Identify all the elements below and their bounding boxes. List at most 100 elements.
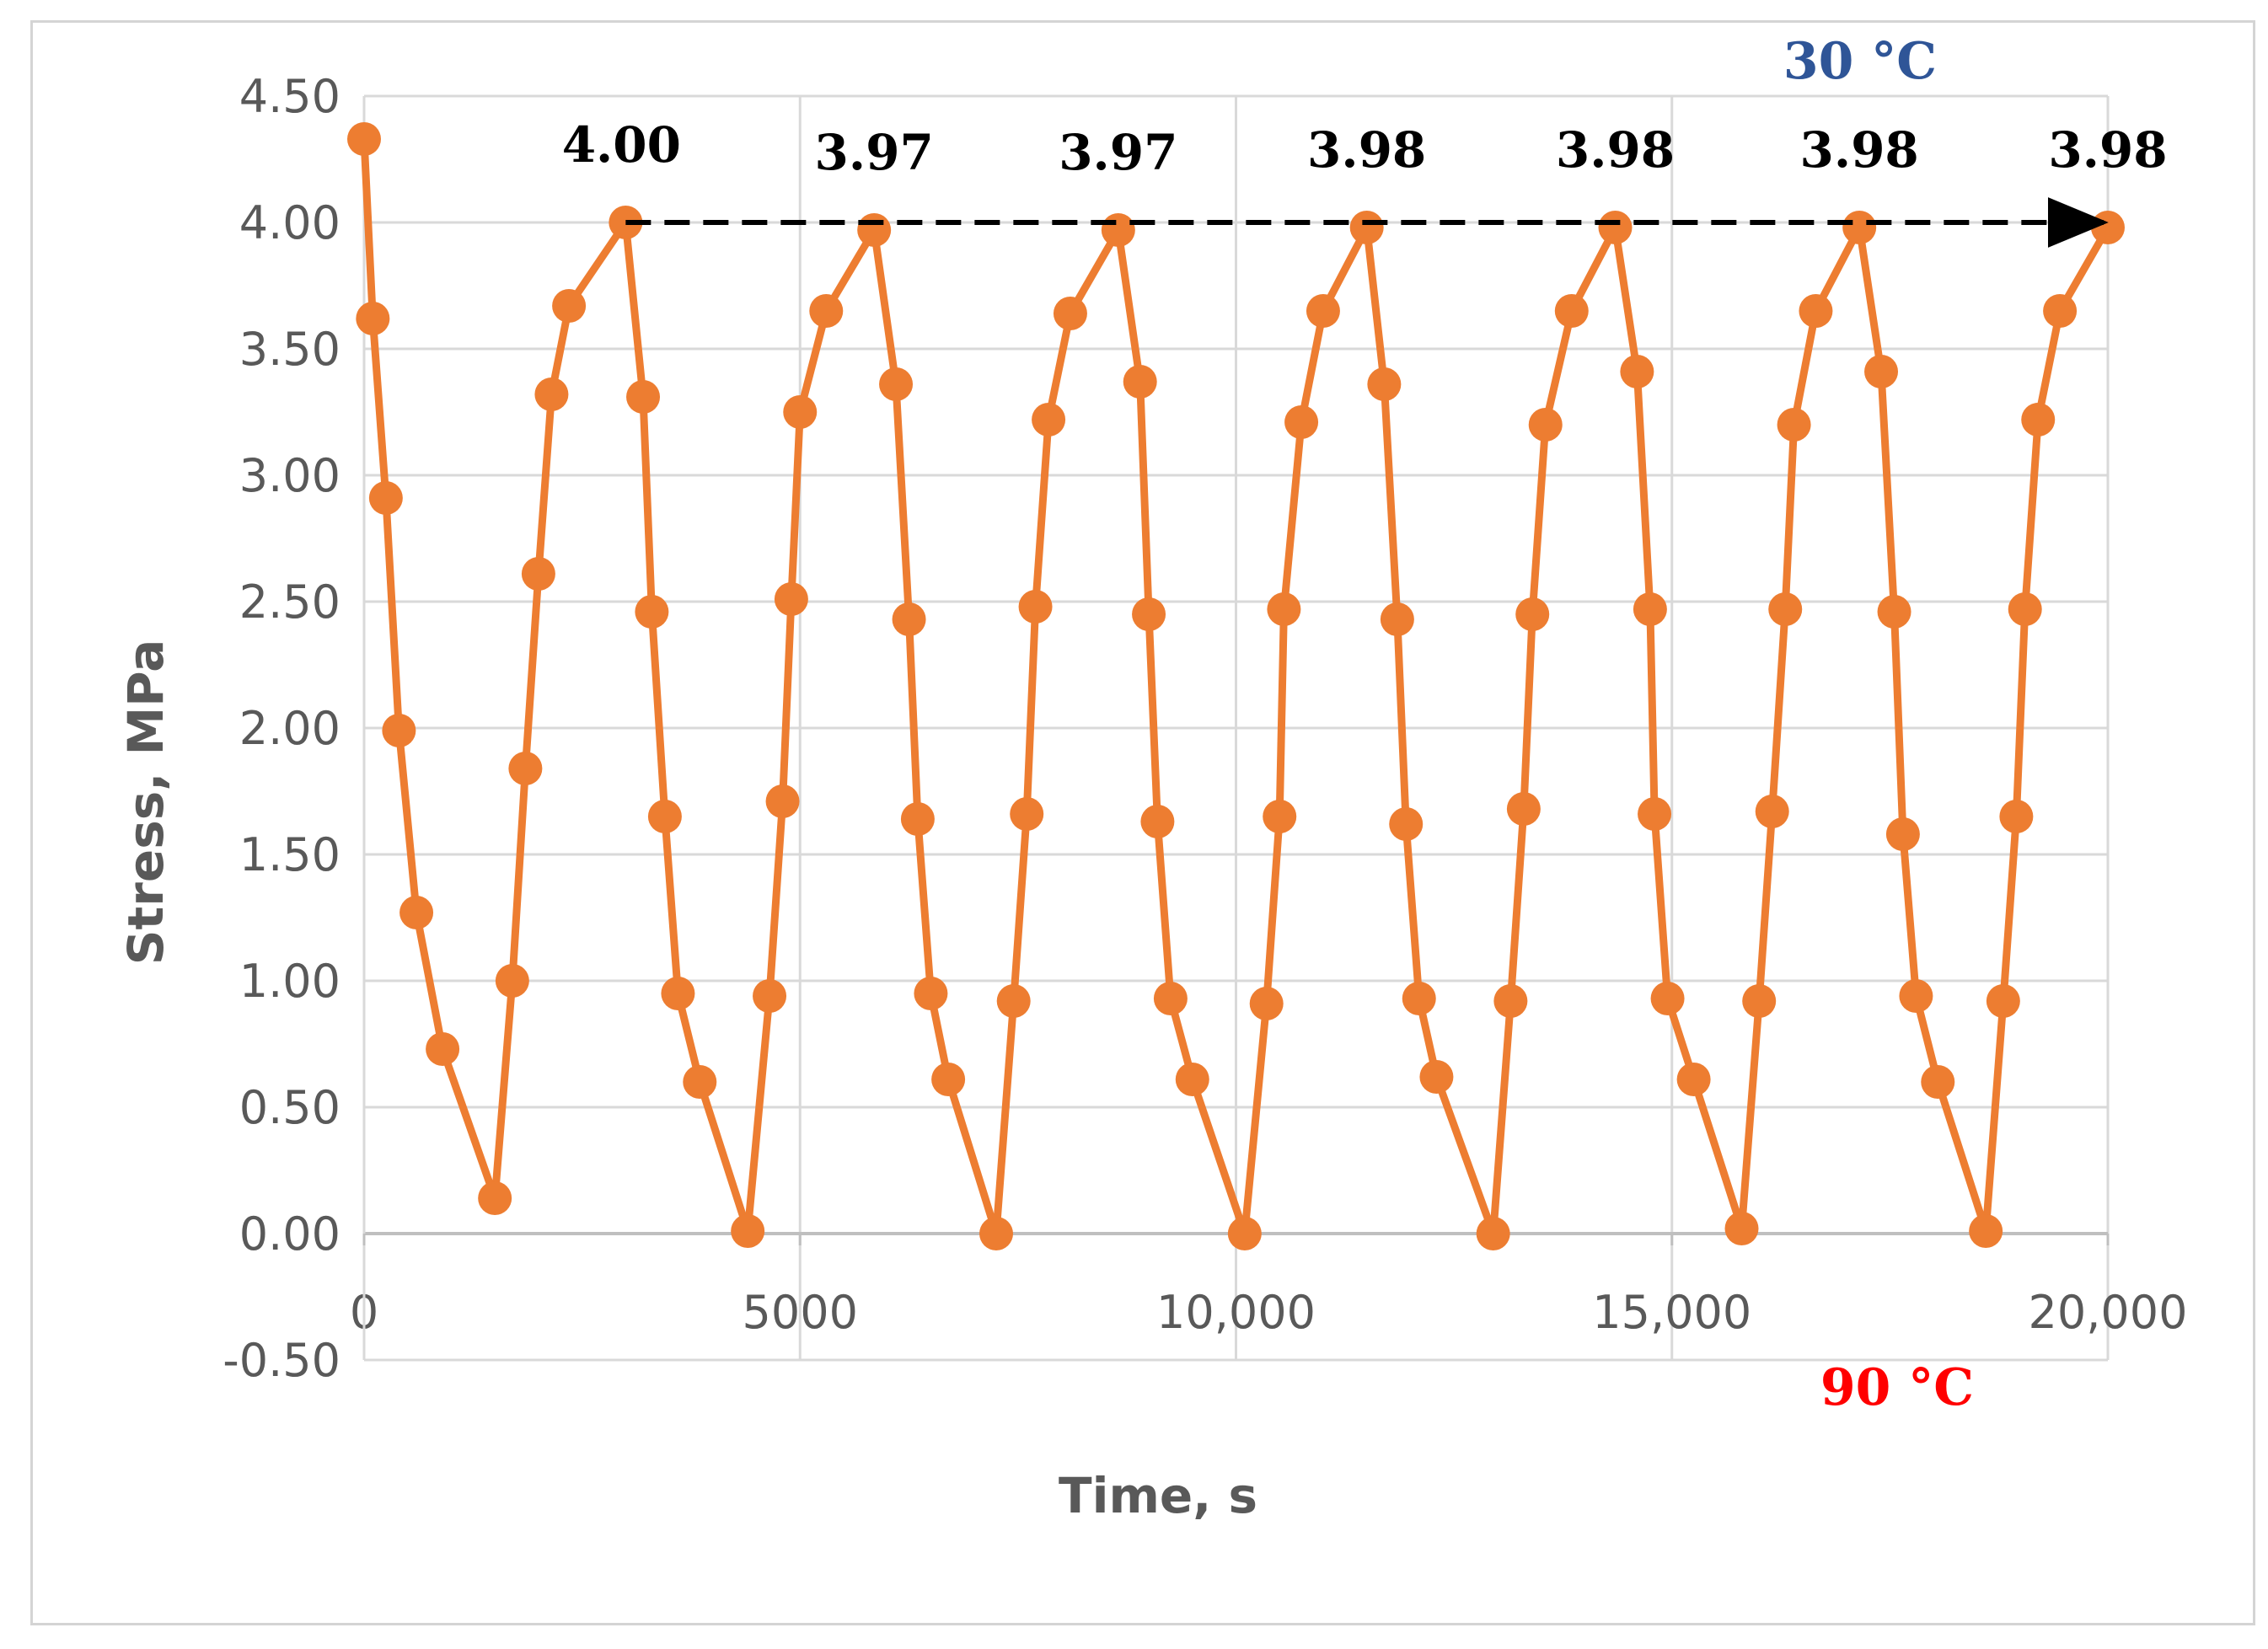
data-point [508, 752, 543, 785]
peak-label: 3.98 [1307, 121, 1426, 179]
y-tick-label: 1.50 [239, 828, 340, 881]
chart-frame: -0.50 0.00 0.50 1.00 1.50 2.00 2.50 3.00 3.50 4.0… [30, 20, 2255, 1625]
data-point [1306, 294, 1340, 328]
data-point [661, 977, 695, 1010]
data-point [2021, 403, 2056, 436]
data-point [1123, 365, 1157, 399]
data-point [1986, 984, 2020, 1018]
data-point [552, 289, 587, 323]
y-tick-label: 2.00 [239, 702, 340, 755]
data-point [1018, 590, 1053, 624]
data-point [1554, 294, 1589, 328]
data-point [1380, 602, 1414, 636]
y-tick-label: 1.00 [239, 955, 340, 1008]
peak-label: 3.97 [815, 124, 934, 181]
data-point [1506, 792, 1541, 826]
y-axis-title: Stress, MPa [117, 640, 174, 966]
data-point [731, 1214, 765, 1248]
data-point [683, 1065, 717, 1099]
peak-label: 3.97 [1059, 124, 1177, 181]
x-tick-label: 5000 [743, 1286, 858, 1339]
data-point [495, 964, 529, 998]
data-point [1515, 597, 1550, 631]
peak-label: 3.98 [1800, 121, 1919, 179]
data-point [1598, 211, 1633, 244]
data-point [1284, 405, 1319, 439]
y-tick-label: 2.50 [239, 576, 340, 629]
data-point [1101, 213, 1135, 247]
y-tick-label: -0.50 [223, 1334, 340, 1387]
x-axis-title: Time, s [1059, 1467, 1257, 1524]
y-tick-label: 4.00 [239, 196, 340, 249]
data-point [1227, 1217, 1262, 1250]
annotation-30c: 30 °C [1783, 32, 1937, 91]
data-point [1528, 408, 1563, 442]
data-point [765, 784, 800, 818]
data-point [900, 802, 935, 836]
data-point [1140, 805, 1175, 838]
x-tick-label: 10,000 [1156, 1286, 1316, 1339]
data-point [1650, 982, 1685, 1015]
data-point [1842, 211, 1877, 244]
data-point [1742, 984, 1777, 1018]
peak-label: 3.98 [2048, 121, 2167, 179]
annotation-90c: 90 °C [1820, 1358, 1974, 1417]
peak-label: 3.98 [1556, 121, 1675, 179]
y-tick-label: 3.50 [239, 323, 340, 376]
data-point [1053, 297, 1087, 330]
data-point [783, 395, 818, 429]
data-point [635, 595, 669, 629]
data-point [1349, 211, 1384, 244]
data-point [774, 582, 808, 616]
data-point [1249, 987, 1284, 1020]
data-point [1877, 595, 1911, 629]
data-point [478, 1181, 512, 1215]
y-tick-label: 3.00 [239, 449, 340, 502]
y-tick-label: 0.50 [239, 1081, 340, 1134]
data-point [1419, 1060, 1454, 1094]
data-point [1969, 1214, 2003, 1248]
data-point [626, 380, 661, 414]
stress-time-chart: -0.50 0.00 0.50 1.00 1.50 2.00 2.50 3.00 3.50 4.0… [117, 32, 2188, 1524]
x-tick-label: 20,000 [2029, 1286, 2188, 1339]
data-point [1799, 294, 1833, 328]
data-point [534, 377, 569, 411]
data-point [753, 979, 787, 1013]
data-point [931, 1063, 966, 1096]
x-tick-label: 15,000 [1592, 1286, 1751, 1339]
data-point [979, 1217, 1014, 1250]
data-point [1010, 797, 1044, 831]
data-point [1864, 355, 1899, 388]
data-point [382, 714, 416, 747]
data-point [1132, 597, 1166, 631]
data-point [426, 1032, 460, 1066]
y-tick-label: 0.00 [239, 1207, 340, 1261]
data-point [1032, 403, 1066, 436]
data-point [914, 977, 948, 1010]
data-point [1153, 982, 1188, 1015]
data-point [1389, 807, 1424, 841]
data-point [1493, 984, 1528, 1018]
data-point [1633, 592, 1667, 626]
data-point [521, 557, 555, 591]
data-point [1638, 797, 1672, 831]
data-point [1755, 795, 1789, 828]
data-point [1676, 1063, 1711, 1096]
data-point [2043, 294, 2078, 328]
data-point [356, 302, 390, 335]
data-point [1999, 800, 2034, 833]
data-point [1777, 408, 1811, 442]
data-point [1620, 355, 1654, 388]
data-point [857, 213, 892, 247]
peak-label: 4.00 [562, 116, 681, 174]
data-point [1476, 1217, 1510, 1250]
data-point [2091, 211, 2125, 244]
data-point [368, 481, 403, 515]
y-tick-label: 4.50 [239, 70, 340, 123]
data-point [1885, 817, 1920, 851]
data-point [809, 294, 844, 328]
data-point [1267, 592, 1301, 626]
data-point [1175, 1063, 1209, 1096]
data-point [892, 602, 926, 636]
data-point [399, 896, 434, 929]
